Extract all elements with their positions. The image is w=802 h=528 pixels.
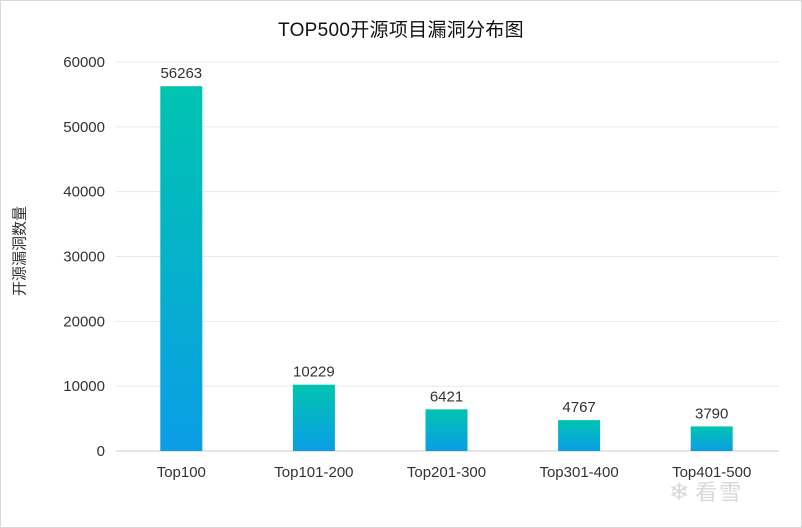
bar-top401-500 [690, 426, 733, 451]
bar-top201-300 [425, 409, 468, 451]
bar-top101-200 [292, 384, 335, 451]
data-label: 4767 [562, 399, 595, 416]
x-tick-label: Top201-300 [407, 464, 486, 481]
chart-title: TOP500开源项目漏洞分布图 [278, 20, 524, 41]
watermark-text: 看雪 [695, 480, 744, 505]
data-label: 3790 [695, 405, 728, 422]
watermark: ❄ 看雪 [669, 475, 743, 507]
y-tick-label: 50000 [63, 119, 105, 136]
y-tick-label: 10000 [63, 378, 105, 395]
bar-top100 [160, 86, 203, 452]
snowflake-icon: ❄ [669, 479, 692, 506]
data-label: 6421 [430, 388, 463, 405]
x-tick-label: Top301-400 [539, 464, 618, 481]
y-tick-label: 0 [97, 443, 105, 460]
data-label: 10229 [293, 364, 335, 381]
y-tick-label: 30000 [63, 249, 105, 266]
y-tick-label: 20000 [63, 313, 105, 330]
x-tick-label: Top101-200 [274, 464, 353, 481]
bar-top301-400 [558, 420, 601, 451]
x-tick-label: Top100 [157, 464, 206, 481]
y-tick-label: 60000 [63, 54, 105, 71]
x-tick-label: Top401-500 [672, 464, 751, 481]
y-tick-label: 40000 [63, 184, 105, 201]
data-label: 56263 [160, 65, 202, 82]
